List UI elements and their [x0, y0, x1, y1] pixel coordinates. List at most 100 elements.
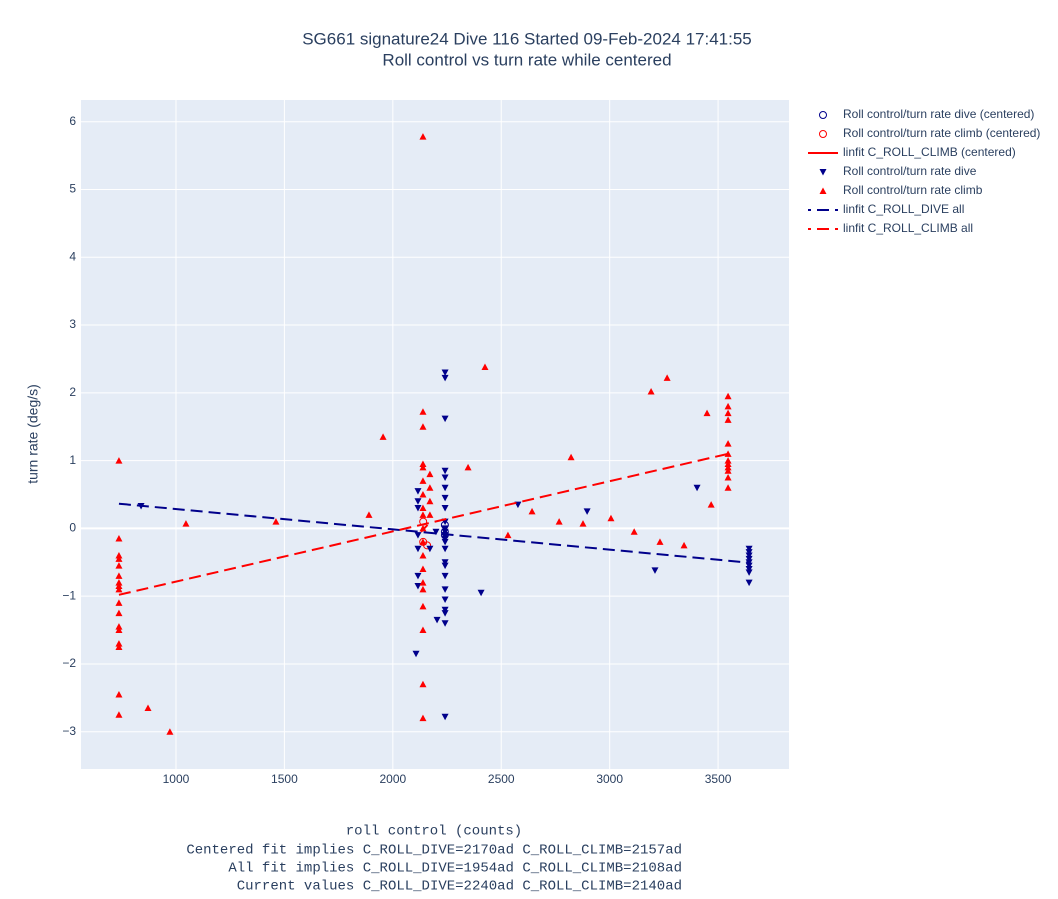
point [412, 650, 420, 658]
x-axis-title: roll control (counts) [346, 824, 522, 840]
point [724, 392, 732, 400]
point [115, 555, 123, 562]
point [504, 531, 512, 539]
point [115, 457, 123, 464]
point [419, 602, 427, 610]
point [166, 728, 174, 735]
point [182, 520, 190, 527]
point [441, 474, 449, 482]
point [647, 387, 655, 395]
point [414, 505, 422, 512]
point [419, 626, 427, 634]
point [724, 460, 732, 467]
point [477, 589, 485, 597]
point [745, 569, 753, 576]
y-tick-label: 3 [69, 317, 76, 331]
x-tick-label: 1000 [163, 772, 190, 786]
point [481, 363, 489, 371]
point [464, 463, 472, 471]
legend-symbol [819, 130, 827, 138]
note: All fit implies C_ROLL_DIVE=1954ad C_ROL… [228, 861, 682, 877]
point [414, 532, 422, 539]
legend-label: Roll control/turn rate climb (centered) [843, 126, 1040, 140]
point [441, 596, 449, 604]
point [441, 545, 449, 553]
legend-label: linfit C_ROLL_CLIMB all [843, 221, 973, 235]
point [426, 484, 434, 491]
point [414, 572, 422, 580]
point [115, 551, 123, 559]
point [607, 514, 615, 522]
point [115, 623, 123, 630]
y-tick-label: 1 [69, 453, 76, 467]
x-tick-label: 2500 [488, 772, 515, 786]
point [419, 423, 427, 430]
y-tick-label: 0 [69, 521, 76, 535]
point [441, 525, 449, 532]
point [419, 538, 427, 545]
point [630, 528, 638, 535]
legend-label: Roll control/turn rate dive [843, 164, 977, 178]
point [663, 374, 671, 381]
legend-label: Roll control/turn rate dive (centered) [843, 107, 1034, 121]
point [115, 643, 123, 650]
point [724, 409, 732, 417]
point [115, 572, 123, 579]
chart-subtitle: Roll control vs turn rate while centered [382, 50, 671, 69]
point [583, 508, 591, 515]
point [115, 640, 123, 647]
point [693, 484, 701, 492]
y-tick-label: 4 [69, 249, 76, 263]
point [419, 477, 427, 484]
point [272, 518, 280, 525]
y-axis-title: turn rate (deg/s) [25, 384, 41, 484]
point [419, 714, 427, 722]
y-tick-label: 2 [69, 385, 76, 399]
y-tick-label: −1 [62, 588, 76, 602]
point [707, 501, 715, 508]
point [115, 535, 123, 542]
point [115, 562, 123, 569]
point [441, 415, 449, 423]
point [426, 470, 434, 478]
point [441, 528, 449, 536]
point [724, 463, 732, 471]
point [441, 610, 449, 617]
point [419, 680, 427, 688]
point [115, 711, 123, 718]
point [441, 713, 449, 721]
y-tick-label: 5 [69, 182, 76, 196]
point [441, 484, 449, 492]
legend-symbol [819, 187, 827, 194]
point [441, 494, 449, 502]
point [567, 453, 575, 461]
point [441, 467, 449, 475]
chart-title: SG661 signature24 Dive 116 Started 09-Fe… [302, 29, 752, 48]
point [724, 484, 732, 491]
plot-area [81, 100, 789, 769]
point [432, 528, 440, 536]
point [724, 402, 732, 410]
point [426, 497, 434, 505]
point [724, 457, 732, 464]
legend-symbol [819, 111, 827, 119]
point [419, 133, 427, 140]
point [419, 511, 427, 518]
point [724, 474, 732, 481]
point [414, 488, 422, 495]
point [745, 549, 753, 556]
note: Centered fit implies C_ROLL_DIVE=2170ad … [186, 843, 682, 859]
point [423, 541, 432, 550]
point [724, 416, 732, 423]
point [745, 552, 753, 559]
point [441, 538, 449, 546]
point [419, 460, 427, 467]
point [651, 567, 659, 574]
point [115, 579, 123, 586]
fit-line [118, 452, 729, 596]
point [656, 538, 664, 545]
point [419, 504, 427, 512]
point [426, 511, 434, 518]
point [419, 490, 427, 498]
fit-line [118, 502, 750, 564]
